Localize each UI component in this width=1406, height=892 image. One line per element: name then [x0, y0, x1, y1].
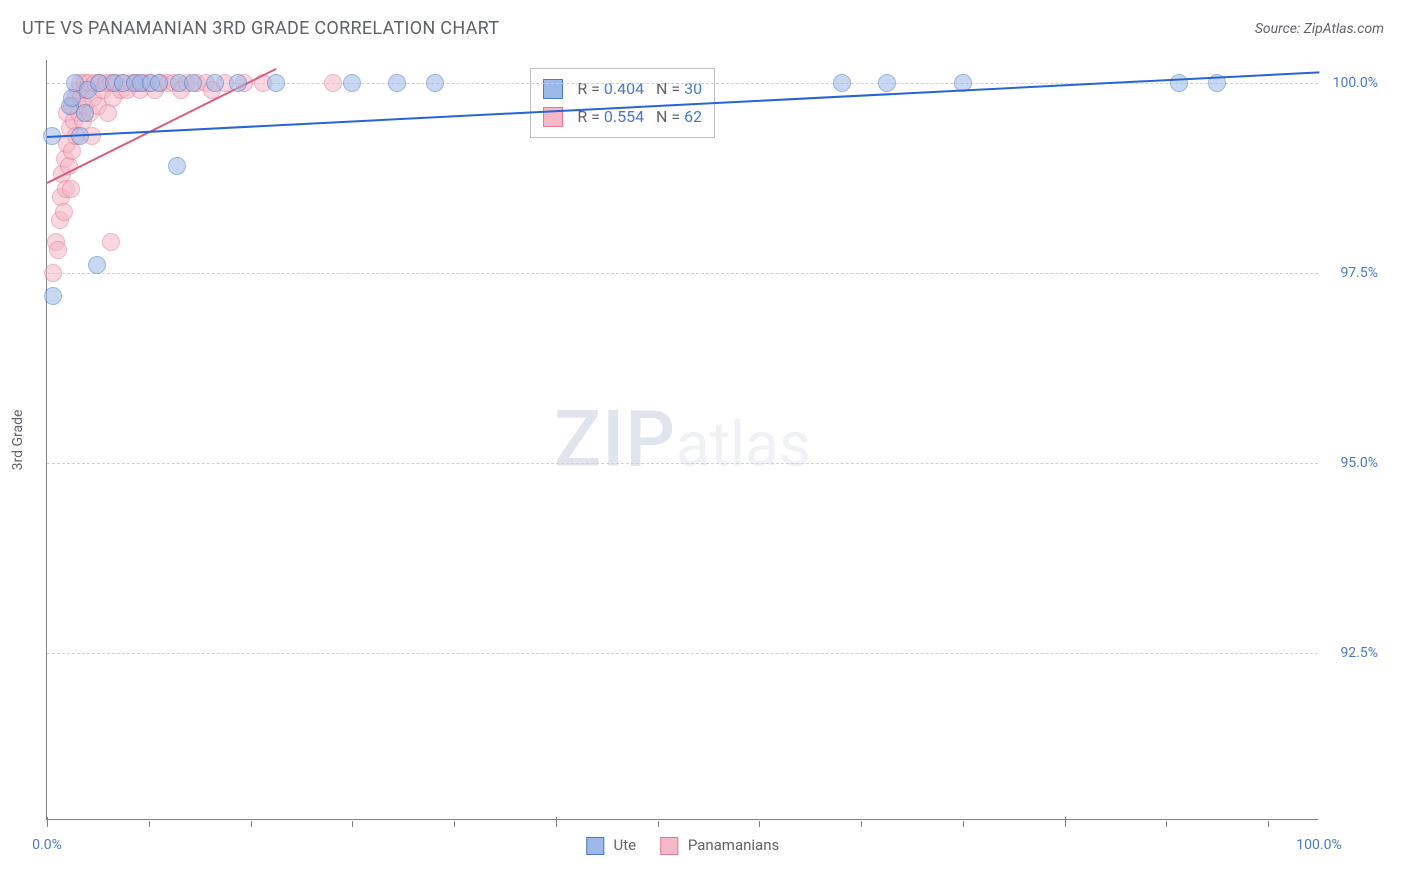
watermark-zip: ZIP: [554, 394, 676, 485]
n-value-pan: 62: [684, 107, 702, 126]
header: UTE VS PANAMANIAN 3RD GRADE CORRELATION …: [0, 0, 1406, 39]
data-point: [44, 287, 62, 305]
legend-swatch-pan: [660, 837, 678, 855]
n-value-ute: 30: [684, 79, 702, 98]
legend-swatch-ute: [586, 837, 604, 855]
data-point: [426, 74, 444, 92]
legend-label-pan: Panamanians: [688, 836, 779, 854]
legend-label-ute: Ute: [613, 836, 636, 854]
gridline: [47, 273, 1318, 274]
data-point: [388, 74, 406, 92]
legend-row-ute: R = 0.404 N = 30: [543, 75, 702, 103]
source-label: Source: ZipAtlas.com: [1255, 21, 1384, 37]
x-tick-label: 0.0%: [32, 837, 62, 853]
data-point: [229, 74, 247, 92]
x-tick: [963, 821, 964, 827]
data-point: [62, 180, 80, 198]
data-point: [102, 233, 120, 251]
data-point: [150, 74, 168, 92]
y-tick-label: 100.0%: [1322, 75, 1378, 91]
y-tick-label: 97.5%: [1322, 265, 1378, 281]
chart-area: 3rd Grade ZIPatlas R = 0.404 N = 30 R = …: [46, 60, 1382, 820]
gridline: [47, 463, 1318, 464]
data-point: [343, 74, 361, 92]
legend-item-pan: Panamanians: [660, 836, 779, 855]
data-point: [168, 157, 186, 175]
x-tick: [149, 821, 150, 827]
chart-title: UTE VS PANAMANIAN 3RD GRADE CORRELATION …: [22, 18, 499, 39]
series-legend: Ute Panamanians: [586, 836, 779, 855]
r-value-pan: 0.554: [604, 107, 644, 126]
legend-item-ute: Ute: [586, 836, 636, 855]
y-tick-label: 95.0%: [1322, 455, 1378, 471]
watermark-atlas: atlas: [676, 408, 811, 481]
x-tick: [251, 821, 252, 827]
data-point: [55, 203, 73, 221]
x-tick: [47, 817, 48, 827]
y-tick-label: 92.5%: [1322, 645, 1378, 661]
x-tick: [352, 821, 353, 827]
watermark: ZIPatlas: [554, 394, 811, 485]
data-point: [833, 74, 851, 92]
x-tick: [454, 821, 455, 827]
plot-area: ZIPatlas R = 0.404 N = 30 R = 0.554 N = …: [46, 60, 1318, 820]
gridline: [47, 653, 1318, 654]
data-point: [1170, 74, 1188, 92]
x-tick: [759, 821, 760, 827]
data-point: [324, 74, 342, 92]
data-point: [878, 74, 896, 92]
data-point: [49, 241, 67, 259]
data-point: [184, 74, 202, 92]
y-axis-label: 3rd Grade: [10, 410, 26, 471]
x-tick: [658, 821, 659, 827]
x-tick: [1166, 821, 1167, 827]
x-tick: [556, 817, 557, 827]
x-tick: [861, 821, 862, 827]
data-point: [76, 104, 94, 122]
data-point: [206, 74, 224, 92]
r-value-ute: 0.404: [604, 79, 644, 98]
data-point: [88, 256, 106, 274]
x-tick-label: 100.0%: [1296, 837, 1341, 853]
x-tick: [1065, 817, 1066, 827]
data-point: [267, 74, 285, 92]
x-tick: [1268, 821, 1269, 827]
data-point: [44, 264, 62, 282]
